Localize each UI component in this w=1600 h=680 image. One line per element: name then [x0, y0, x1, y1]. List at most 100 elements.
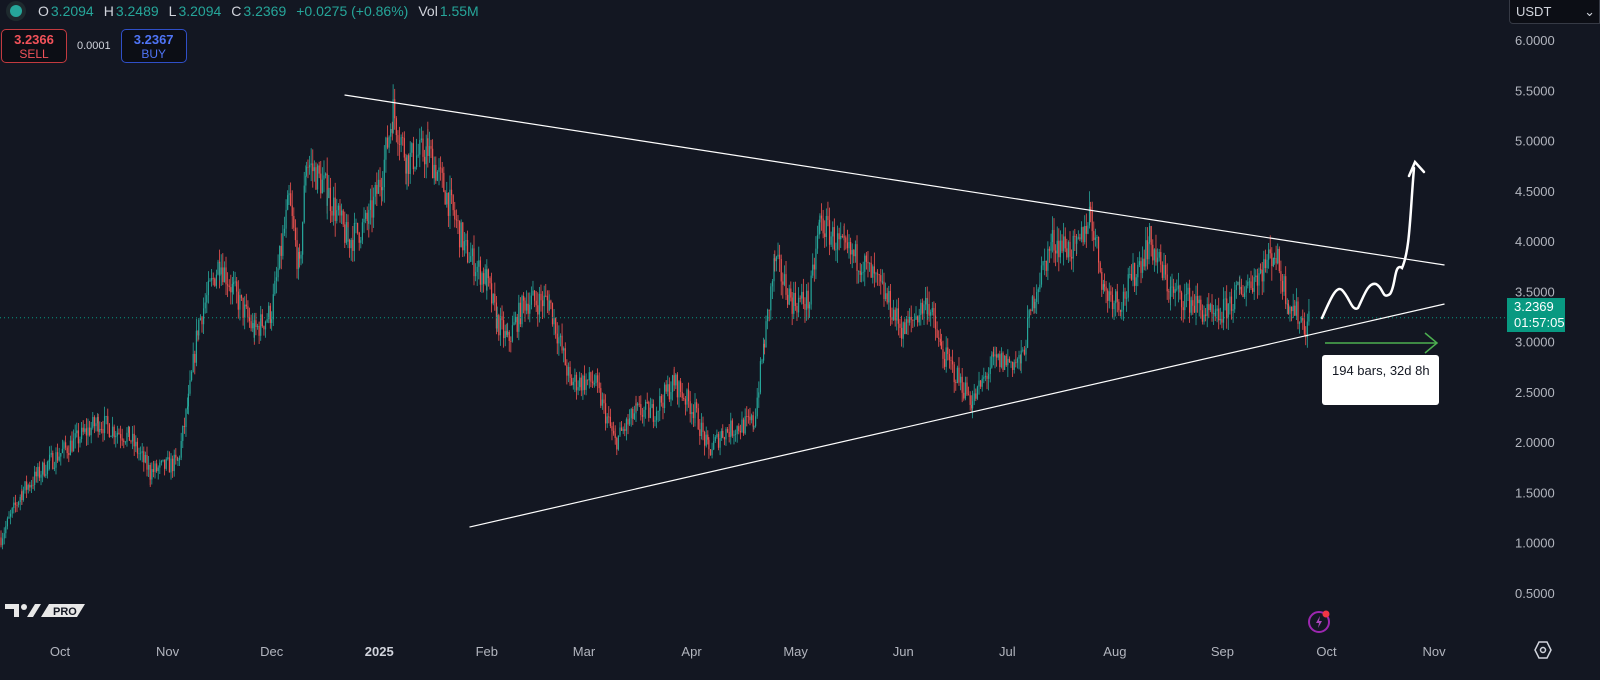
candle-body	[1218, 308, 1220, 321]
candle-body	[858, 270, 860, 272]
candle-body	[287, 195, 289, 210]
buy-button[interactable]: 3.2367 BUY	[120, 29, 187, 63]
lightning-icon[interactable]	[1307, 608, 1333, 639]
candle-body	[298, 251, 301, 259]
candle-body	[479, 260, 481, 285]
candle-body	[649, 407, 652, 418]
candle-body	[627, 419, 629, 425]
candle-body	[385, 137, 387, 160]
candle-body	[71, 440, 73, 452]
candle-body	[819, 215, 821, 223]
candle-body	[583, 375, 586, 390]
candle-body	[436, 171, 439, 181]
candle-body	[1080, 227, 1083, 240]
projection-arrowhead	[1407, 159, 1426, 178]
candle-body	[88, 427, 91, 436]
candle-body	[38, 466, 41, 478]
candle-body	[220, 267, 222, 275]
candle-body	[678, 381, 680, 398]
candle-body	[1290, 306, 1293, 312]
candle-body	[492, 293, 494, 304]
candle-body	[398, 144, 401, 145]
candle-body	[700, 422, 703, 437]
candle-body	[1056, 240, 1058, 254]
candle-body	[258, 325, 260, 336]
candle-body	[27, 485, 29, 490]
currency-selector[interactable]: USDT ⌄	[1509, 0, 1600, 24]
candle-body	[124, 441, 126, 443]
price-tick-label: 0.5000	[1515, 586, 1555, 601]
candle-body	[775, 256, 778, 262]
candle-body	[1292, 305, 1294, 312]
candle-body	[651, 404, 653, 408]
trade-buttons: 3.2366 SELL 0.0001 3.2367 BUY	[1, 29, 187, 63]
candle-body	[1308, 311, 1310, 322]
candle-body	[1280, 271, 1282, 281]
candle-body	[6, 518, 9, 527]
candle-body	[511, 325, 514, 342]
candle-body	[1138, 261, 1141, 265]
candle-body	[237, 291, 239, 310]
candle-body	[316, 165, 319, 190]
candle-body	[1164, 265, 1167, 275]
candle-body	[1272, 258, 1275, 267]
candle-body	[931, 308, 933, 313]
candle-body	[582, 375, 584, 391]
candle-body	[722, 431, 724, 438]
candle-body	[300, 254, 302, 259]
candle-body	[80, 427, 83, 440]
candle-body	[1211, 304, 1213, 314]
candle-body	[320, 173, 322, 194]
candle-body	[321, 179, 323, 194]
candle-body	[1016, 358, 1019, 363]
candle-body	[763, 343, 766, 348]
sell-button[interactable]: 3.2366 SELL	[1, 29, 67, 63]
projection-drawing[interactable]	[1320, 166, 1416, 320]
candle-body	[496, 315, 498, 329]
candle-body	[24, 481, 26, 491]
candle-body	[172, 458, 174, 472]
candle-body	[679, 381, 682, 392]
buy-price: 3.2367	[133, 32, 174, 47]
candle-body	[357, 222, 359, 233]
candle-body	[1110, 291, 1112, 295]
candle-body	[867, 261, 869, 264]
candle-body	[1102, 284, 1104, 290]
candle-body	[371, 200, 373, 218]
candle-body	[1107, 290, 1109, 301]
candle-body	[382, 187, 384, 191]
candle-body	[1209, 304, 1212, 311]
candle-body	[961, 376, 963, 393]
candle-body	[103, 416, 106, 434]
candle-body	[787, 294, 789, 305]
logo-text: PRO	[53, 606, 77, 618]
candle-body	[1140, 261, 1142, 273]
candle-body	[360, 240, 362, 243]
candle-body	[551, 303, 554, 325]
candle-body	[530, 295, 532, 305]
candle-body	[1168, 291, 1170, 293]
candle-body	[709, 449, 712, 456]
candle-body	[856, 244, 858, 271]
candle-body	[1034, 301, 1036, 309]
candle-body	[945, 347, 947, 367]
candle-body	[1229, 296, 1231, 304]
candle-body	[714, 437, 716, 442]
candle-body	[1239, 286, 1241, 290]
tradingview-pro-logo[interactable]: PRO	[5, 602, 85, 625]
candle-body	[192, 353, 194, 372]
candle-body	[870, 262, 872, 278]
candle-body	[548, 300, 550, 311]
candle-body	[97, 416, 99, 432]
candle-body	[201, 317, 203, 325]
candle-body	[1283, 276, 1285, 292]
candle-body	[807, 290, 809, 309]
candle-body	[1037, 289, 1039, 293]
candle-body	[1255, 275, 1257, 278]
time-tick-label: Nov	[156, 644, 180, 659]
candle-body	[600, 388, 602, 406]
candle-body	[447, 192, 449, 216]
hexagon-gear-icon[interactable]	[1533, 640, 1553, 665]
candle-body	[10, 513, 12, 517]
